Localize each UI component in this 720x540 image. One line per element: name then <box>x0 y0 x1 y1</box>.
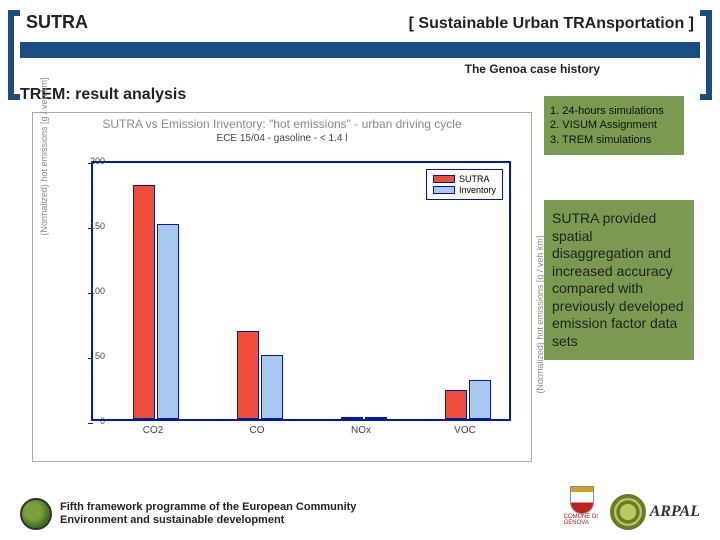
bar-sutra-co <box>237 331 259 419</box>
x-tick: CO <box>250 425 265 436</box>
bar-sutra-nox <box>341 417 363 419</box>
subheader: The Genoa case history <box>465 62 600 76</box>
legend-swatch-sutra <box>433 175 455 183</box>
chart-subtitle: ECE 15/04 - gasoline - < 1.4 l <box>33 133 531 144</box>
footer-right: COMUNE DI GENOVA ARPAL <box>564 486 700 530</box>
bar-inventory-co <box>261 355 283 419</box>
y-tick: 150 <box>90 221 105 231</box>
side-list-item: 1. 24-hours simulations <box>550 104 678 118</box>
side-list: 1. 24-hours simulations 2. VISUM Assignm… <box>544 96 684 155</box>
bar-inventory-nox <box>365 417 387 419</box>
logo-arpal: ARPAL <box>610 494 700 530</box>
legend-label: SUTRA <box>459 174 490 184</box>
bracket-left <box>8 10 20 100</box>
bar-inventory-co2 <box>157 224 179 419</box>
shield-icon <box>570 486 594 514</box>
side-text: SUTRA provided spatial disaggregation an… <box>544 200 694 360</box>
logo-genova: COMUNE DI GENOVA <box>564 486 600 530</box>
legend-swatch-inventory <box>433 186 455 194</box>
chart-frame: SUTRA vs Emission Inventory: "hot emissi… <box>32 112 532 462</box>
bar-inventory-voc <box>469 380 491 419</box>
globe-icon <box>20 498 52 530</box>
header-left: SUTRA <box>26 12 88 33</box>
header-right: [ Sustainable Urban TRAnsportation ] <box>409 15 694 33</box>
bar-sutra-co2 <box>133 185 155 419</box>
side-list-item: 3. TREM simulations <box>550 133 678 147</box>
legend-label: Inventory <box>459 185 496 195</box>
x-tick: CO2 <box>143 425 164 436</box>
x-tick: NOx <box>351 425 371 436</box>
footer-text: Fifth framework programme of the Europea… <box>60 501 356 527</box>
legend-row: Inventory <box>433 185 496 195</box>
chart-legend: SUTRA Inventory <box>426 169 503 200</box>
y-tick: 50 <box>95 351 105 361</box>
side-list-item: 2. VISUM Assignment <box>550 118 678 132</box>
chart-title: SUTRA vs Emission Inventory: "hot emissi… <box>33 117 531 131</box>
footer: Fifth framework programme of the Europea… <box>20 486 700 530</box>
footer-left: Fifth framework programme of the Europea… <box>20 498 356 530</box>
y-tick: 100 <box>90 286 105 296</box>
arpal-circle-icon <box>610 494 646 530</box>
legend-row: SUTRA <box>433 174 496 184</box>
y-tick: 0 <box>100 416 105 426</box>
y-tick: 200 <box>90 156 105 166</box>
header-divider <box>20 42 700 58</box>
header: SUTRA [ Sustainable Urban TRAnsportation… <box>26 12 694 33</box>
y-axis-label-left: (Normalized) hot emissions [g / veh km] <box>39 78 49 236</box>
chart-plot-area: SUTRA Inventory <box>91 161 511 421</box>
bracket-right <box>700 10 712 100</box>
x-tick: VOC <box>454 425 476 436</box>
bar-sutra-voc <box>445 390 467 419</box>
